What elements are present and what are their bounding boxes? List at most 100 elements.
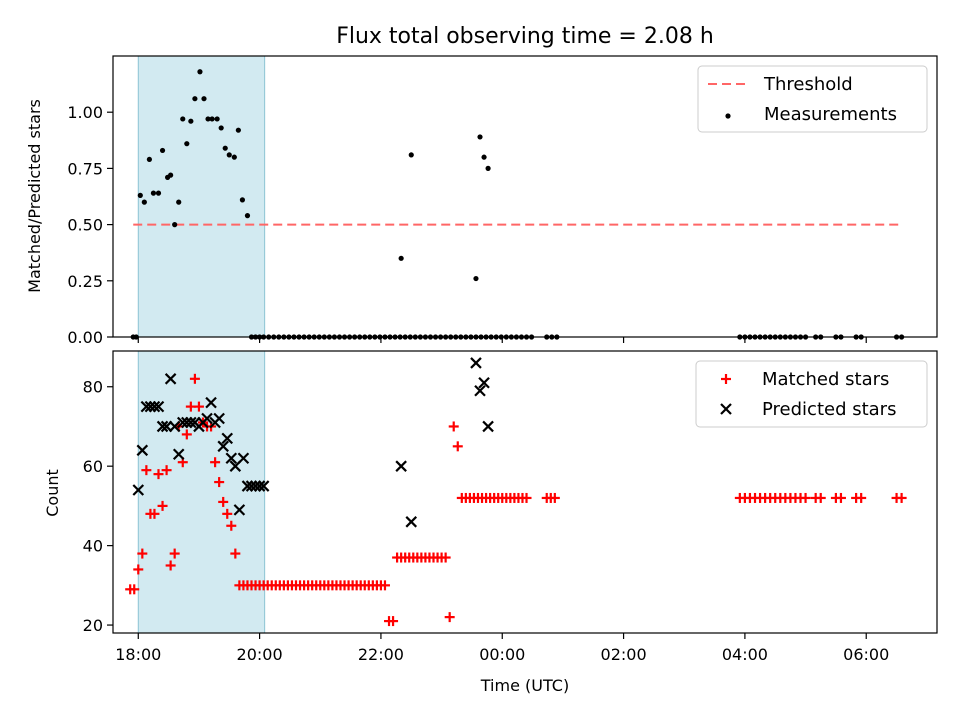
observing-window-band: [137, 55, 266, 338]
matched-star-point: [137, 548, 148, 559]
y-tick-label: 0.50: [67, 216, 103, 235]
matched-star-point: [896, 492, 907, 503]
predicted-star-point: [164, 373, 177, 385]
measurement-point: [231, 154, 237, 160]
legend-label: Matched stars: [762, 369, 889, 390]
predicted-star-point: [474, 384, 486, 397]
predicted-star-point: [132, 484, 145, 496]
matched-star-point: [149, 508, 160, 519]
predicted-star-point: [185, 416, 197, 429]
x-tick-label: 06:00: [843, 645, 889, 664]
matched-star-point: [218, 496, 229, 507]
matched-star-point: [230, 548, 241, 559]
marker-stroke: [132, 484, 145, 496]
matched-star-point: [157, 500, 168, 511]
predicted-star-point: [136, 444, 149, 457]
predicted-star-point: [213, 412, 225, 425]
legend-label: Predicted stars: [762, 399, 896, 420]
measurement-point: [209, 116, 215, 122]
predicted-star-point: [253, 480, 266, 492]
measurement-point: [141, 199, 147, 205]
x-tick-label: 18:00: [115, 645, 161, 664]
x-tick-label: 02:00: [601, 645, 647, 664]
legend-label: Measurements: [764, 104, 897, 125]
matched-star-point: [388, 616, 399, 627]
matched-star-point: [181, 429, 192, 440]
matched-star-point: [129, 584, 140, 595]
measurement-point: [180, 116, 186, 122]
marker-stroke: [474, 384, 486, 397]
matched-star-point: [210, 457, 221, 468]
marker-stroke: [405, 516, 418, 528]
measurement-point: [477, 134, 483, 140]
predicted-star-point: [217, 440, 229, 453]
y-tick-label: 80: [83, 378, 103, 397]
marker-stroke: [148, 400, 161, 413]
x-axis-label: Time (UTC): [480, 676, 569, 695]
legend-label: Threshold: [763, 74, 853, 95]
matched-star-point: [153, 469, 164, 480]
measurement-point: [485, 165, 491, 171]
legend: Matched stars Predicted stars: [695, 360, 928, 428]
marker-stroke: [205, 396, 217, 409]
measurement-point: [168, 172, 174, 178]
predicted-star-point: [470, 357, 482, 369]
matched-star-point: [379, 580, 390, 591]
marker-stroke: [237, 452, 250, 465]
legend-measurement-swatch: [725, 113, 731, 119]
measurement-point: [146, 156, 152, 163]
marker-stroke: [172, 448, 185, 461]
matched-star-point: [856, 492, 867, 503]
axes-frame: [112, 350, 938, 634]
bottom-panel: 20 40 60 80 18:00 20:00 22:00 00:00 02:00 04:00 06…: [83, 350, 938, 664]
marker-stroke: [257, 480, 270, 492]
matched-star-point: [440, 552, 451, 563]
legend-box: [697, 65, 928, 133]
measurement-point: [222, 145, 228, 151]
matched-star-point: [169, 548, 180, 559]
marker-stroke: [478, 376, 490, 389]
predicted-star-point: [482, 420, 494, 433]
marker-stroke: [136, 444, 149, 457]
x-tick-label: 20:00: [237, 645, 283, 664]
predicted-star-point: [478, 376, 490, 389]
legend-predicted-swatch: [720, 403, 732, 415]
measurement-point: [192, 96, 198, 102]
matched-star-point: [549, 492, 560, 503]
chart-title: Flux total observing time = 2.08 h: [336, 24, 714, 49]
measurement-point: [408, 152, 414, 158]
matched-star-point: [133, 564, 144, 575]
measurement-point: [176, 199, 182, 205]
marker-stroke: [225, 452, 238, 465]
predicted-star-point: [233, 504, 246, 516]
y-tick-label: 1.00: [67, 103, 103, 122]
y-tick-label: 20: [83, 616, 103, 635]
predicted-star-point: [172, 448, 185, 461]
measurement-point: [188, 118, 194, 124]
matched-star-point: [226, 520, 237, 531]
marker-stroke: [253, 480, 266, 492]
y-tick-label: 0.00: [67, 328, 103, 347]
matched-star-point: [161, 465, 172, 476]
matched-star-point: [448, 421, 459, 432]
measurement-point: [473, 275, 479, 282]
y-tick-label: 0.25: [67, 272, 103, 291]
marker-stroke: [201, 412, 213, 425]
matched-star-point: [815, 492, 826, 503]
predicted-star-point: [257, 480, 270, 492]
marker-stroke: [221, 432, 234, 445]
measurement-point: [214, 116, 220, 122]
measurement-point: [218, 125, 224, 131]
marker-stroke: [185, 416, 197, 429]
matched-star-point: [835, 492, 846, 503]
matched-star-point: [800, 492, 811, 503]
x-tick-label: 22:00: [358, 645, 404, 664]
measurement-point: [197, 69, 203, 75]
predicted-star-point: [405, 516, 418, 528]
predicted-star-point: [395, 460, 407, 472]
y-tick-label: 60: [83, 457, 103, 476]
predicted-star-point: [156, 420, 169, 433]
matched-star-point: [193, 401, 204, 412]
marker-stroke: [470, 357, 482, 369]
x-tick-label: 04:00: [722, 645, 768, 664]
